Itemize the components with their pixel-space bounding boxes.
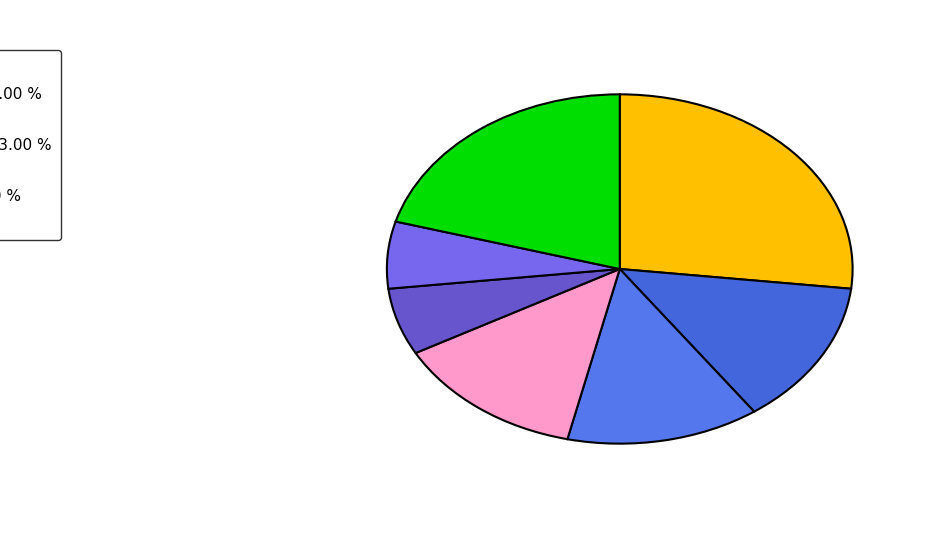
Wedge shape [395,94,620,269]
Wedge shape [567,269,754,444]
Legend: lung - 26.00 %, endometrium - 20.00 %, breast - 13.00 %, large_intestine - 13.00: lung - 26.00 %, endometrium - 20.00 %, b… [0,49,61,239]
Wedge shape [620,269,851,412]
Wedge shape [387,222,620,289]
Wedge shape [416,269,620,439]
Wedge shape [620,94,853,289]
Wedge shape [389,269,620,353]
